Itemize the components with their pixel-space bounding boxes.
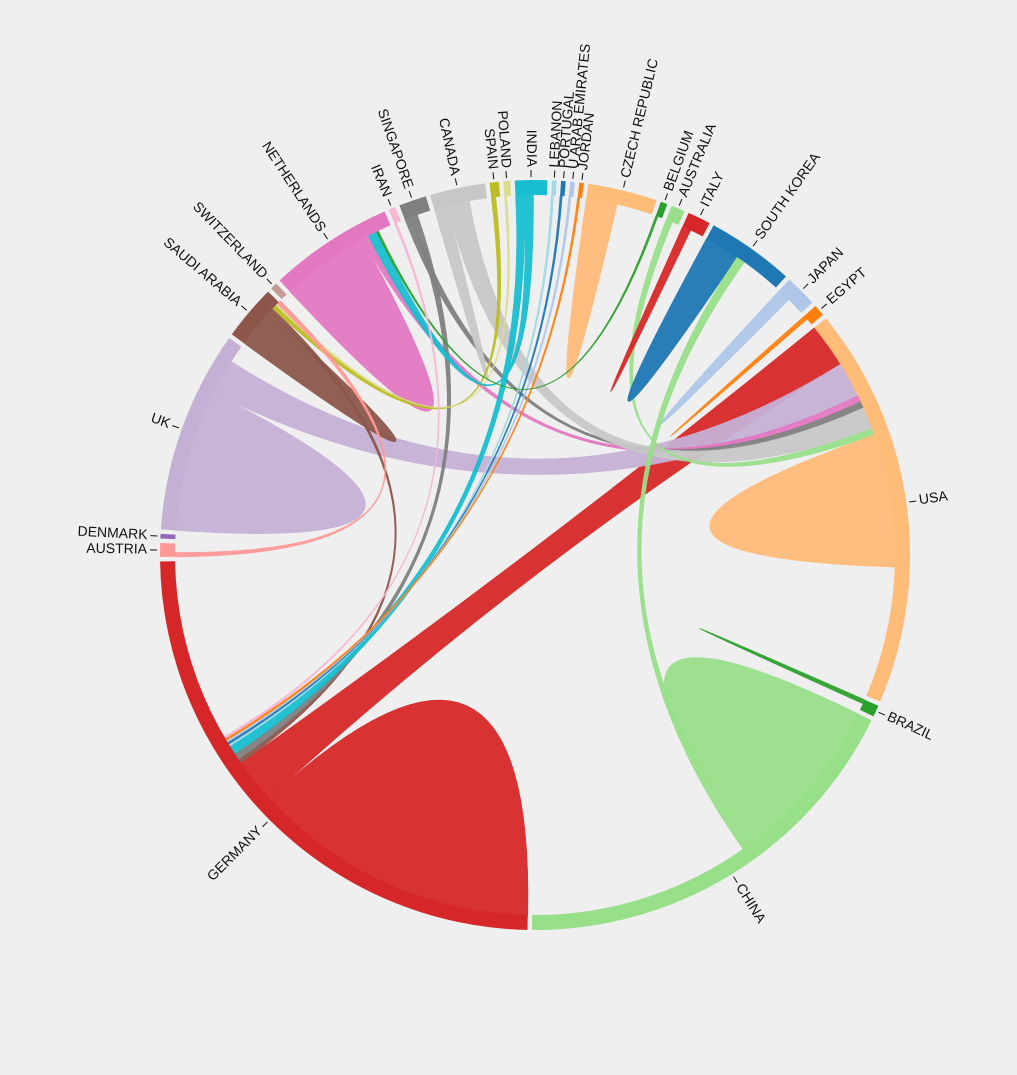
group-label-usa: USA <box>918 487 949 507</box>
group-arc-brazil <box>859 699 879 717</box>
group-label-austria: AUSTRIA <box>86 540 148 557</box>
group-label-south-korea: SOUTH KOREA <box>751 149 823 242</box>
group-arc-spain <box>489 181 501 198</box>
group-arc-singapore <box>399 196 431 220</box>
group-label-lebanon: LEBANON <box>546 100 565 168</box>
label-tick-jordan <box>581 172 584 181</box>
group-arc-uk <box>160 338 242 531</box>
label-tick-saudi-arabia <box>241 305 248 311</box>
label-tick-switzerland <box>266 278 273 285</box>
group-label-jordan: JORDAN <box>574 112 597 171</box>
label-tick-china <box>733 876 738 883</box>
group-arc-u-arab-emirates <box>568 181 575 198</box>
label-tick-japan <box>802 283 809 290</box>
chord-ribbon-uk-to-uk <box>175 392 366 534</box>
chord-ribbon-germany-to-germany <box>268 699 529 916</box>
chord-ribbon-singapore-to-usa <box>404 216 864 453</box>
label-tick-czech-republic <box>623 180 626 188</box>
group-arc-usa <box>814 318 910 702</box>
label-tick-poland <box>505 171 508 179</box>
label-tick-brazil <box>878 711 886 716</box>
label-tick-netherlands <box>323 232 328 240</box>
label-tick-portugal <box>563 171 565 179</box>
label-tick-south-korea <box>752 240 758 247</box>
group-arc-belgium <box>655 201 668 219</box>
group-arc-saudi-arabia <box>231 291 279 344</box>
group-arc-poland <box>503 180 512 197</box>
label-tick-germany <box>262 821 268 828</box>
chord-ribbon-belgium-to-netherlands <box>375 215 659 390</box>
group-arc-india <box>514 179 548 196</box>
group-label-netherlands: NETHERLANDS <box>259 138 330 234</box>
group-arc-iran <box>388 207 401 224</box>
group-arc-japan <box>779 279 813 313</box>
group-label-spain: SPAIN <box>482 128 502 170</box>
group-arc-canada <box>430 183 487 210</box>
group-label-iran: IRAN <box>368 162 396 199</box>
group-arc-czech-republic <box>586 183 657 215</box>
group-label-portugal: PORTUGAL <box>555 91 577 169</box>
group-arc-portugal <box>560 180 566 197</box>
group-label-poland: POLAND <box>495 110 515 169</box>
group-arc-lebanon <box>551 180 557 196</box>
group-label-brazil: BRAZIL <box>885 708 936 743</box>
label-tick-canada <box>454 178 458 186</box>
group-label-canada: CANADA <box>436 116 464 177</box>
label-tick-iran <box>387 198 392 206</box>
group-label-italy: ITALY <box>697 168 728 209</box>
label-tick-egypt <box>821 303 828 309</box>
group-arc-jordan <box>577 182 584 199</box>
group-arc-australia <box>666 205 685 225</box>
group-label-germany: GERMANY <box>204 822 266 884</box>
group-arc-switzerland <box>271 283 287 300</box>
label-tick-singapore <box>408 190 413 198</box>
group-arc-south-korea <box>706 225 787 288</box>
ribbon-layer <box>174 194 896 916</box>
group-label-uk: UK <box>149 409 173 431</box>
group-arc-layer <box>160 179 910 930</box>
label-tick-italy <box>700 208 705 216</box>
group-arc-italy <box>682 212 710 237</box>
group-arc-denmark <box>160 533 176 540</box>
group-label-china: CHINA <box>733 880 770 926</box>
group-label-denmark: DENMARK <box>77 523 148 543</box>
label-tick-uk <box>172 425 180 429</box>
group-label-czech-republic: CZECH REPUBLIC <box>617 57 661 179</box>
chord-ribbon-china-to-south-korea <box>637 256 751 850</box>
label-tick-belgium <box>664 193 668 201</box>
label-tick-australia <box>678 198 683 206</box>
group-arc-egypt <box>804 305 824 325</box>
chord-ribbon-jordan-to-germany <box>224 197 581 741</box>
label-tick-spain <box>492 172 495 180</box>
group-label-india: INDIA <box>524 130 540 168</box>
group-arc-austria <box>160 542 176 558</box>
label-tick-usa <box>909 500 917 503</box>
label-tick-u-arab-emirates <box>572 171 575 179</box>
chord-ribbon-netherlands-to-netherlands <box>289 238 434 412</box>
group-arc-netherlands <box>279 211 391 292</box>
group-arc-china <box>532 713 872 930</box>
